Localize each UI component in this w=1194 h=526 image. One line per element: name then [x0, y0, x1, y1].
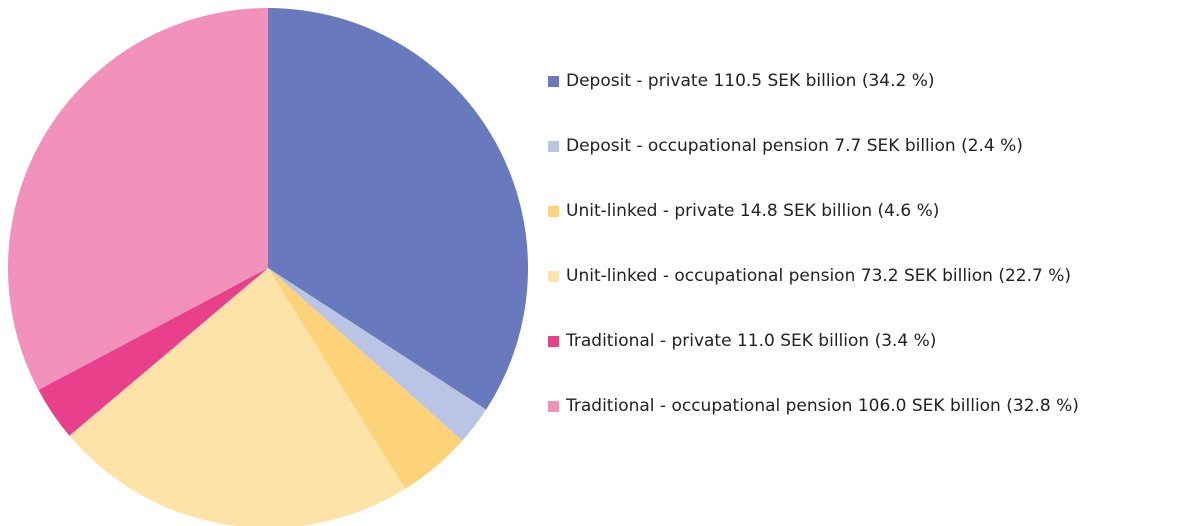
legend-item: Unit-linked - private 14.8 SEK billion (… — [548, 200, 1188, 223]
pie-chart — [7, 8, 529, 526]
pie-slice — [38, 268, 269, 436]
legend-swatch — [548, 141, 559, 152]
legend-item: Traditional - occupational pension 106.0… — [548, 395, 1188, 418]
legend-item: Traditional - private 11.0 SEK billion (… — [548, 330, 1188, 353]
legend-label: Traditional - private 11.0 SEK billion (… — [566, 331, 937, 351]
legend-label: Deposit - occupational pension 7.7 SEK b… — [566, 136, 1023, 156]
pie-slice — [7, 8, 268, 390]
pie-slice — [69, 268, 406, 526]
legend-swatch — [548, 401, 559, 412]
pie-slice — [268, 268, 487, 441]
legend-swatch — [548, 336, 559, 347]
pie-slice — [268, 8, 529, 410]
legend-item: Unit-linked - occupational pension 73.2 … — [548, 265, 1188, 288]
legend-item: Deposit - private 110.5 SEK billion (34.… — [548, 70, 1188, 93]
legend-swatch — [548, 206, 559, 217]
legend-swatch — [548, 76, 559, 87]
pie-slice — [268, 268, 463, 489]
legend-swatch — [548, 271, 559, 282]
legend-label: Traditional - occupational pension 106.0… — [566, 396, 1079, 416]
legend-item: Deposit - occupational pension 7.7 SEK b… — [548, 135, 1188, 158]
legend-label: Deposit - private 110.5 SEK billion (34.… — [566, 71, 935, 91]
legend-label: Unit-linked - private 14.8 SEK billion (… — [566, 201, 940, 221]
legend-label: Unit-linked - occupational pension 73.2 … — [566, 266, 1072, 286]
